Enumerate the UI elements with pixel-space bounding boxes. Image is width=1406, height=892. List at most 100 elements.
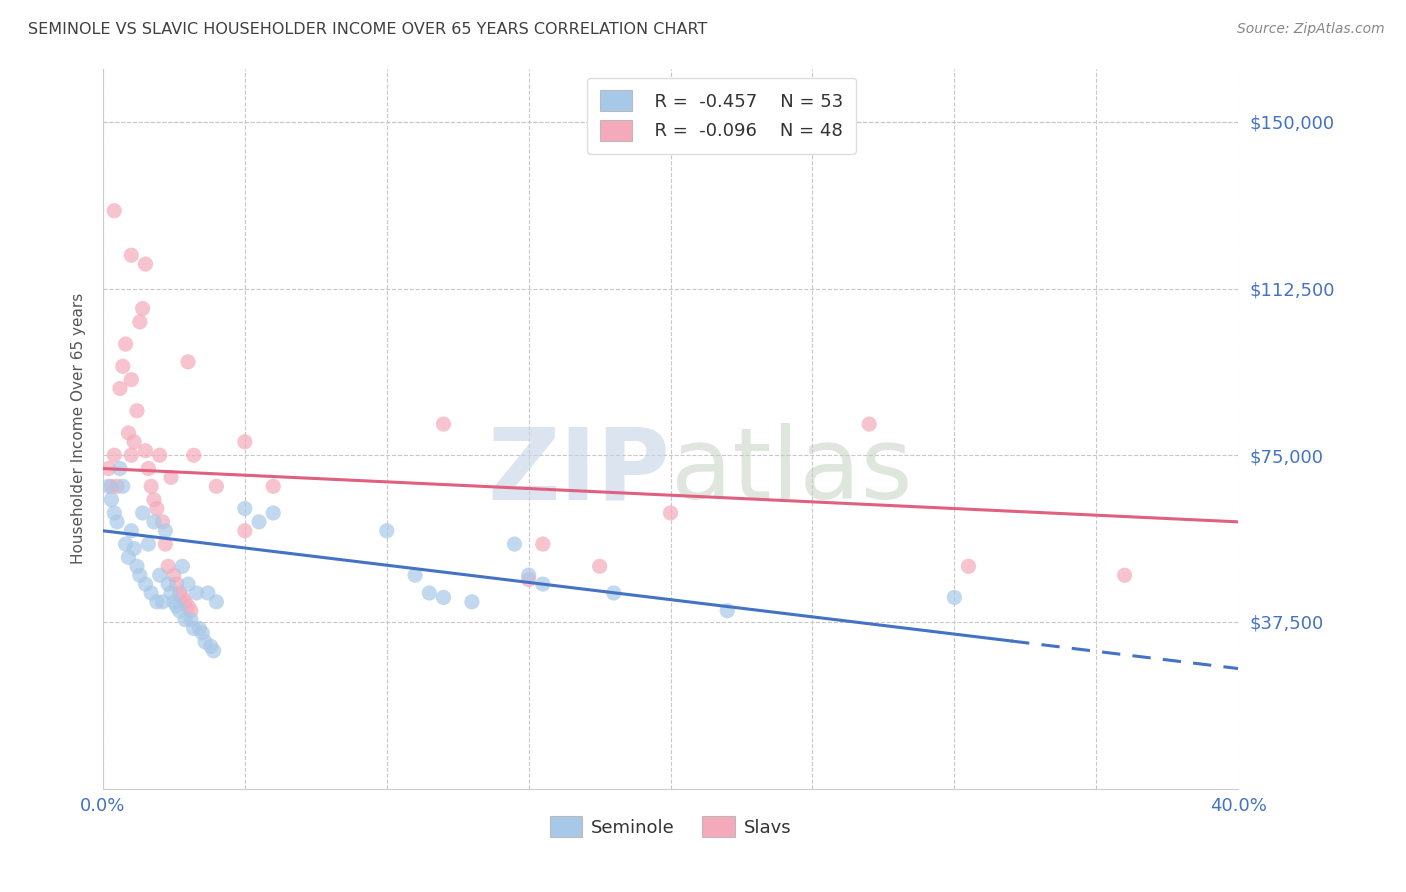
Point (103, 506, 125, 520)
Point (120, 448, 142, 462)
Point (531, 537, 554, 551)
Point (172, 591, 194, 605)
Point (157, 577, 180, 591)
Point (120, 248, 142, 262)
Point (155, 537, 177, 551)
Point (172, 559, 194, 574)
Point (588, 559, 610, 574)
Point (166, 599, 188, 614)
Point (169, 586, 191, 600)
Point (136, 461, 159, 475)
Point (247, 515, 270, 529)
Y-axis label: Householder Income Over 65 years: Householder Income Over 65 years (72, 293, 86, 564)
Point (262, 479, 284, 493)
Point (177, 577, 200, 591)
Point (122, 434, 145, 449)
Point (100, 492, 122, 507)
Point (200, 640, 222, 654)
Text: Source: ZipAtlas.com: Source: ZipAtlas.com (1237, 22, 1385, 37)
Point (105, 479, 128, 493)
Point (603, 586, 626, 600)
Point (197, 586, 219, 600)
Point (103, 203, 125, 218)
Point (461, 595, 484, 609)
Point (131, 506, 153, 520)
Point (531, 577, 554, 591)
Point (375, 524, 398, 538)
Point (858, 417, 880, 431)
Point (134, 257, 156, 271)
Point (108, 461, 131, 475)
Text: SEMINOLE VS SLAVIC HOUSEHOLDER INCOME OVER 65 YEARS CORRELATION CHART: SEMINOLE VS SLAVIC HOUSEHOLDER INCOME OV… (28, 22, 707, 37)
Point (659, 506, 682, 520)
Point (188, 622, 211, 636)
Point (105, 515, 128, 529)
Point (183, 448, 205, 462)
Point (262, 506, 284, 520)
Point (131, 301, 153, 316)
Point (125, 403, 148, 417)
Point (146, 595, 169, 609)
Point (233, 501, 256, 516)
Legend: Seminole, Slavs: Seminole, Slavs (543, 809, 799, 845)
Point (120, 373, 142, 387)
Point (103, 448, 125, 462)
Point (183, 622, 205, 636)
Text: atlas: atlas (671, 423, 912, 520)
Point (97, 461, 120, 475)
Point (160, 586, 183, 600)
Point (202, 644, 225, 658)
Point (177, 599, 200, 614)
Point (233, 434, 256, 449)
Point (160, 470, 183, 484)
Point (205, 479, 228, 493)
Point (143, 492, 166, 507)
Point (136, 537, 159, 551)
Point (146, 501, 169, 516)
Point (117, 425, 139, 440)
Point (111, 359, 134, 374)
Point (432, 417, 454, 431)
Point (191, 626, 214, 640)
Point (716, 604, 738, 618)
Point (108, 382, 131, 396)
Point (152, 595, 174, 609)
Point (122, 541, 145, 556)
Point (177, 355, 200, 369)
Point (111, 479, 134, 493)
Point (205, 595, 228, 609)
Point (128, 568, 150, 582)
Point (1114, 568, 1136, 582)
Text: ZIP: ZIP (488, 423, 671, 520)
Point (943, 591, 966, 605)
Point (149, 448, 172, 462)
Point (128, 315, 150, 329)
Point (404, 568, 426, 582)
Point (149, 568, 172, 582)
Point (174, 613, 197, 627)
Point (157, 559, 180, 574)
Point (517, 573, 540, 587)
Point (100, 479, 122, 493)
Point (163, 568, 186, 582)
Point (186, 586, 208, 600)
Point (180, 604, 202, 618)
Point (117, 550, 139, 565)
Point (152, 515, 174, 529)
Point (166, 577, 188, 591)
Point (432, 591, 454, 605)
Point (97, 479, 120, 493)
Point (141, 479, 163, 493)
Point (174, 595, 197, 609)
Point (114, 537, 136, 551)
Point (418, 586, 440, 600)
Point (143, 515, 166, 529)
Point (120, 524, 142, 538)
Point (114, 337, 136, 351)
Point (125, 559, 148, 574)
Point (141, 586, 163, 600)
Point (194, 635, 217, 649)
Point (169, 604, 191, 618)
Point (180, 613, 202, 627)
Point (503, 537, 526, 551)
